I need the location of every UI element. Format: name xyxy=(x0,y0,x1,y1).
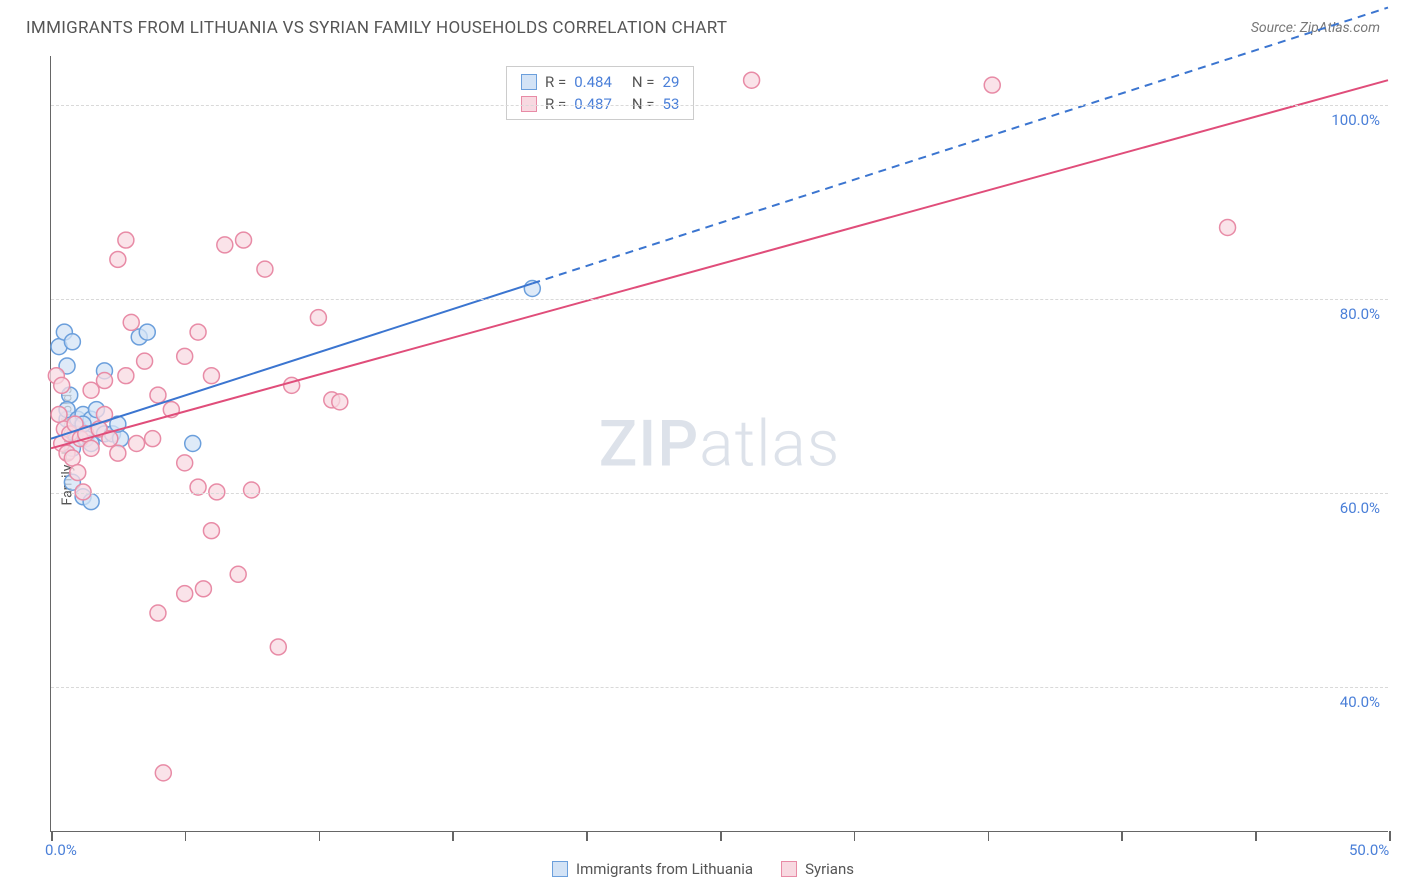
x-tick xyxy=(1121,831,1123,841)
gridline xyxy=(51,687,1388,688)
data-point xyxy=(123,314,139,330)
data-point xyxy=(177,348,193,364)
series-legend-label: Syrians xyxy=(805,860,854,878)
data-point xyxy=(118,232,134,248)
gridline xyxy=(51,493,1388,494)
series-legend-item: Syrians xyxy=(781,860,854,878)
data-point xyxy=(203,368,219,384)
data-point xyxy=(984,77,1000,93)
data-point xyxy=(270,639,286,655)
data-point xyxy=(139,324,155,340)
x-tick xyxy=(720,831,722,841)
series-legend: Immigrants from Lithuania Syrians xyxy=(552,860,854,878)
data-point xyxy=(244,482,260,498)
trend-line-extension xyxy=(532,8,1388,284)
data-point xyxy=(83,440,99,456)
series-legend-label: Immigrants from Lithuania xyxy=(576,860,753,878)
x-tick xyxy=(51,831,53,841)
data-point xyxy=(744,72,760,88)
x-tick xyxy=(319,831,321,841)
chart-header: IMMIGRANTS FROM LITHUANIA VS SYRIAN FAMI… xyxy=(0,0,1406,38)
data-point xyxy=(83,382,99,398)
data-point xyxy=(110,445,126,461)
data-point xyxy=(96,373,112,389)
y-tick-label: 60.0% xyxy=(1340,499,1380,517)
data-point xyxy=(155,765,171,781)
x-tick xyxy=(452,831,454,841)
data-point xyxy=(118,368,134,384)
data-point xyxy=(190,324,206,340)
data-point xyxy=(54,377,70,393)
data-point xyxy=(177,586,193,602)
legend-swatch xyxy=(781,861,797,877)
correlation-legend-row: R = 0.484 N = 29 xyxy=(521,71,679,93)
data-point xyxy=(185,436,201,452)
data-point xyxy=(257,261,273,277)
y-tick-label: 40.0% xyxy=(1340,693,1380,711)
x-tick-label: 0.0% xyxy=(45,841,77,859)
chart-title: IMMIGRANTS FROM LITHUANIA VS SYRIAN FAMI… xyxy=(26,18,727,38)
data-point xyxy=(110,251,126,267)
r-label: R = xyxy=(545,73,566,91)
data-point xyxy=(129,436,145,452)
x-tick xyxy=(1389,831,1391,841)
y-tick-label: 100.0% xyxy=(1331,111,1380,129)
source-attribution: Source: ZipAtlas.com xyxy=(1251,20,1380,36)
x-tick xyxy=(586,831,588,841)
data-point xyxy=(51,406,67,422)
trend-line xyxy=(51,283,532,438)
plot-svg xyxy=(51,56,1388,831)
data-point xyxy=(70,465,86,481)
data-point xyxy=(64,450,80,466)
data-point xyxy=(195,581,211,597)
data-point xyxy=(177,455,193,471)
data-point xyxy=(310,310,326,326)
data-point xyxy=(64,334,80,350)
data-point xyxy=(145,431,161,447)
data-point xyxy=(217,237,233,253)
plot-area: ZIPatlas R = 0.484 N = 29 R = 0.487 N = … xyxy=(50,56,1388,832)
gridline xyxy=(51,299,1388,300)
data-point xyxy=(236,232,252,248)
x-tick xyxy=(1255,831,1257,841)
gridline xyxy=(51,105,1388,106)
x-tick-label: 50.0% xyxy=(1349,841,1389,859)
y-tick-label: 80.0% xyxy=(1340,305,1380,323)
legend-swatch xyxy=(521,74,537,90)
x-tick xyxy=(185,831,187,841)
legend-swatch xyxy=(552,861,568,877)
data-point xyxy=(150,605,166,621)
data-point xyxy=(203,523,219,539)
data-point xyxy=(1220,219,1236,235)
x-tick xyxy=(988,831,990,841)
x-tick xyxy=(854,831,856,841)
correlation-legend: R = 0.484 N = 29 R = 0.487 N = 53 xyxy=(506,66,694,120)
series-legend-item: Immigrants from Lithuania xyxy=(552,860,753,878)
trend-line xyxy=(51,80,1388,448)
data-point xyxy=(150,387,166,403)
chart-area: ZIPatlas R = 0.484 N = 29 R = 0.487 N = … xyxy=(50,56,1388,832)
data-point xyxy=(137,353,153,369)
data-point xyxy=(332,394,348,410)
n-label: N = xyxy=(632,73,655,91)
data-point xyxy=(230,566,246,582)
r-value: 0.484 xyxy=(574,73,612,91)
n-value: 29 xyxy=(663,73,680,91)
